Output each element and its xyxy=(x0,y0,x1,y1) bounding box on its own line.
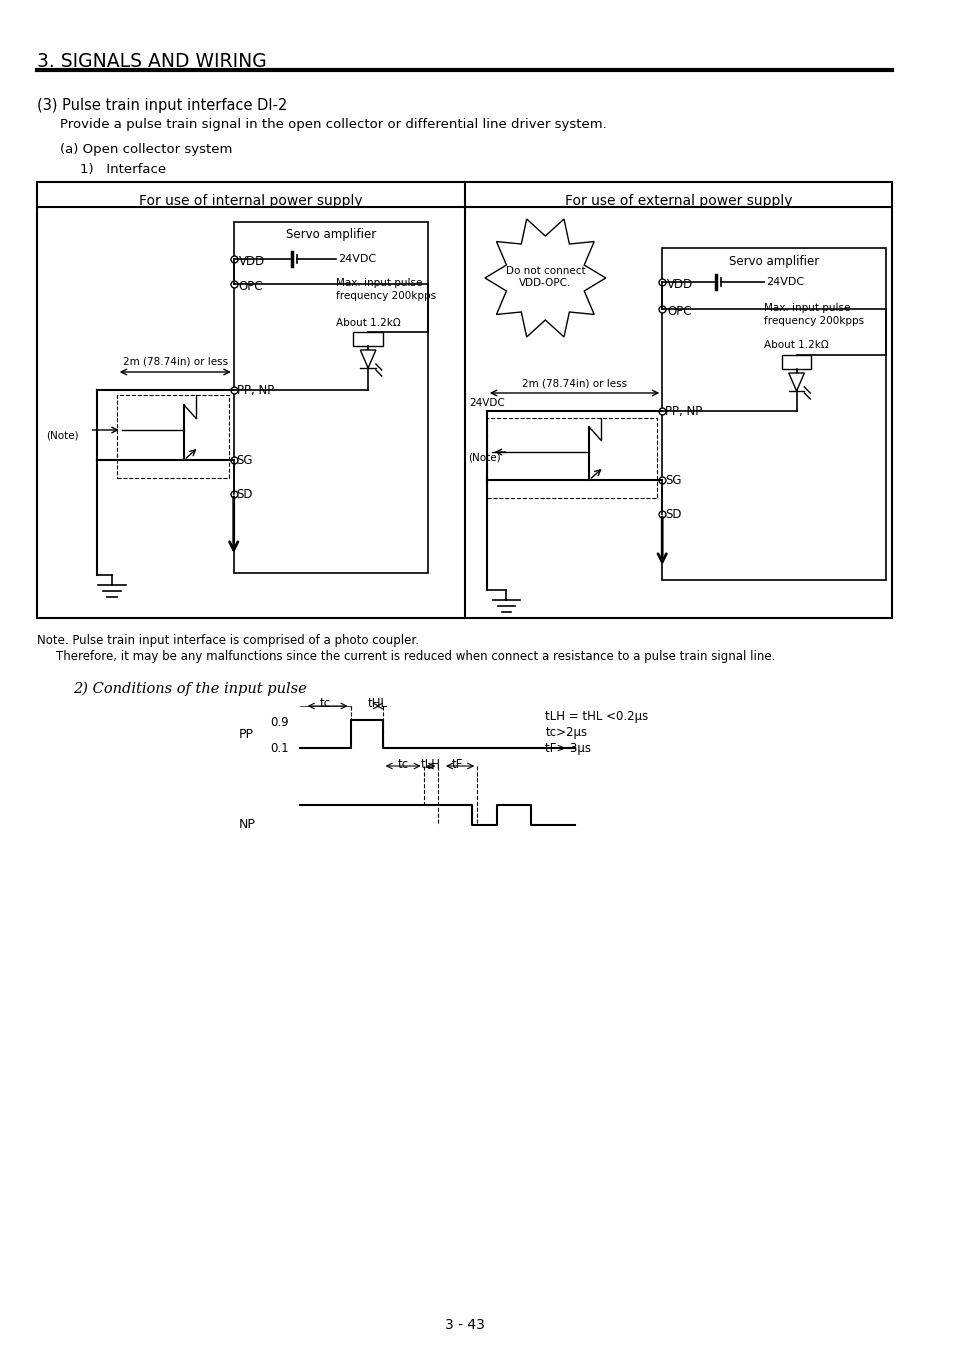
Text: tF: tF xyxy=(452,757,463,771)
Text: tc: tc xyxy=(397,757,408,771)
Text: 3 - 43: 3 - 43 xyxy=(444,1318,484,1332)
Bar xyxy=(781,355,810,369)
Text: frequency 200kpps: frequency 200kpps xyxy=(335,292,436,301)
Text: 1)   Interface: 1) Interface xyxy=(80,163,166,176)
Text: tLH: tLH xyxy=(420,757,440,771)
Text: For use of external power supply: For use of external power supply xyxy=(564,194,791,208)
Text: frequency 200kpps: frequency 200kpps xyxy=(763,316,863,325)
Text: tc: tc xyxy=(319,697,331,710)
Text: SG: SG xyxy=(236,454,253,467)
Polygon shape xyxy=(360,350,375,369)
Bar xyxy=(661,248,885,580)
Text: 3. SIGNALS AND WIRING: 3. SIGNALS AND WIRING xyxy=(37,53,267,72)
Text: About 1.2kΩ: About 1.2kΩ xyxy=(335,319,400,328)
Bar xyxy=(37,182,891,618)
Text: (Note): (Note) xyxy=(468,452,500,462)
Polygon shape xyxy=(788,373,803,391)
Bar xyxy=(486,418,657,498)
Text: PP, NP: PP, NP xyxy=(236,383,274,397)
Text: Note. Pulse train input interface is comprised of a photo coupler.: Note. Pulse train input interface is com… xyxy=(37,634,418,647)
Text: (3) Pulse train input interface DI-2: (3) Pulse train input interface DI-2 xyxy=(37,99,287,113)
Text: Therefore, it may be any malfunctions since the current is reduced when connect : Therefore, it may be any malfunctions si… xyxy=(56,649,775,663)
Text: 2m (78.74in) or less: 2m (78.74in) or less xyxy=(123,356,228,367)
Text: 24VDC: 24VDC xyxy=(469,398,504,408)
Text: OPC: OPC xyxy=(238,279,263,293)
Text: VDD: VDD xyxy=(666,278,693,292)
Text: (Note): (Note) xyxy=(46,431,78,440)
Text: NP: NP xyxy=(238,818,255,832)
Text: PP: PP xyxy=(238,728,253,741)
Bar xyxy=(233,221,428,572)
Text: Do not connect: Do not connect xyxy=(505,266,584,275)
Text: SD: SD xyxy=(236,487,253,501)
Text: Max. input pulse: Max. input pulse xyxy=(763,302,850,313)
Text: PP, NP: PP, NP xyxy=(664,405,701,418)
Text: 2) Conditions of the input pulse: 2) Conditions of the input pulse xyxy=(73,682,307,697)
Text: VDD: VDD xyxy=(238,255,265,269)
Text: About 1.2kΩ: About 1.2kΩ xyxy=(763,340,828,350)
Text: 0.9: 0.9 xyxy=(271,716,289,729)
Text: SD: SD xyxy=(664,508,680,521)
Text: For use of internal power supply: For use of internal power supply xyxy=(139,194,362,208)
Text: 2m (78.74in) or less: 2m (78.74in) or less xyxy=(521,378,626,387)
Text: (a) Open collector system: (a) Open collector system xyxy=(60,143,233,157)
Polygon shape xyxy=(484,219,605,338)
Text: Provide a pulse train signal in the open collector or differential line driver s: Provide a pulse train signal in the open… xyxy=(60,117,606,131)
Text: tHL: tHL xyxy=(368,697,388,710)
Text: OPC: OPC xyxy=(666,305,691,319)
Text: SG: SG xyxy=(664,474,680,487)
Text: 24VDC: 24VDC xyxy=(765,277,803,288)
Text: Servo amplifier: Servo amplifier xyxy=(286,228,375,242)
Bar xyxy=(354,332,382,346)
Text: tc>2μs: tc>2μs xyxy=(545,726,587,738)
Text: 24VDC: 24VDC xyxy=(337,254,375,265)
Text: Max. input pulse: Max. input pulse xyxy=(335,278,422,288)
Bar xyxy=(116,396,229,478)
Text: VDD-OPC.: VDD-OPC. xyxy=(518,278,571,288)
Text: tF> 3μs: tF> 3μs xyxy=(545,743,591,755)
Text: Servo amplifier: Servo amplifier xyxy=(728,255,819,269)
Text: tLH = tHL <0.2μs: tLH = tHL <0.2μs xyxy=(545,710,648,724)
Text: 0.1: 0.1 xyxy=(271,743,289,755)
